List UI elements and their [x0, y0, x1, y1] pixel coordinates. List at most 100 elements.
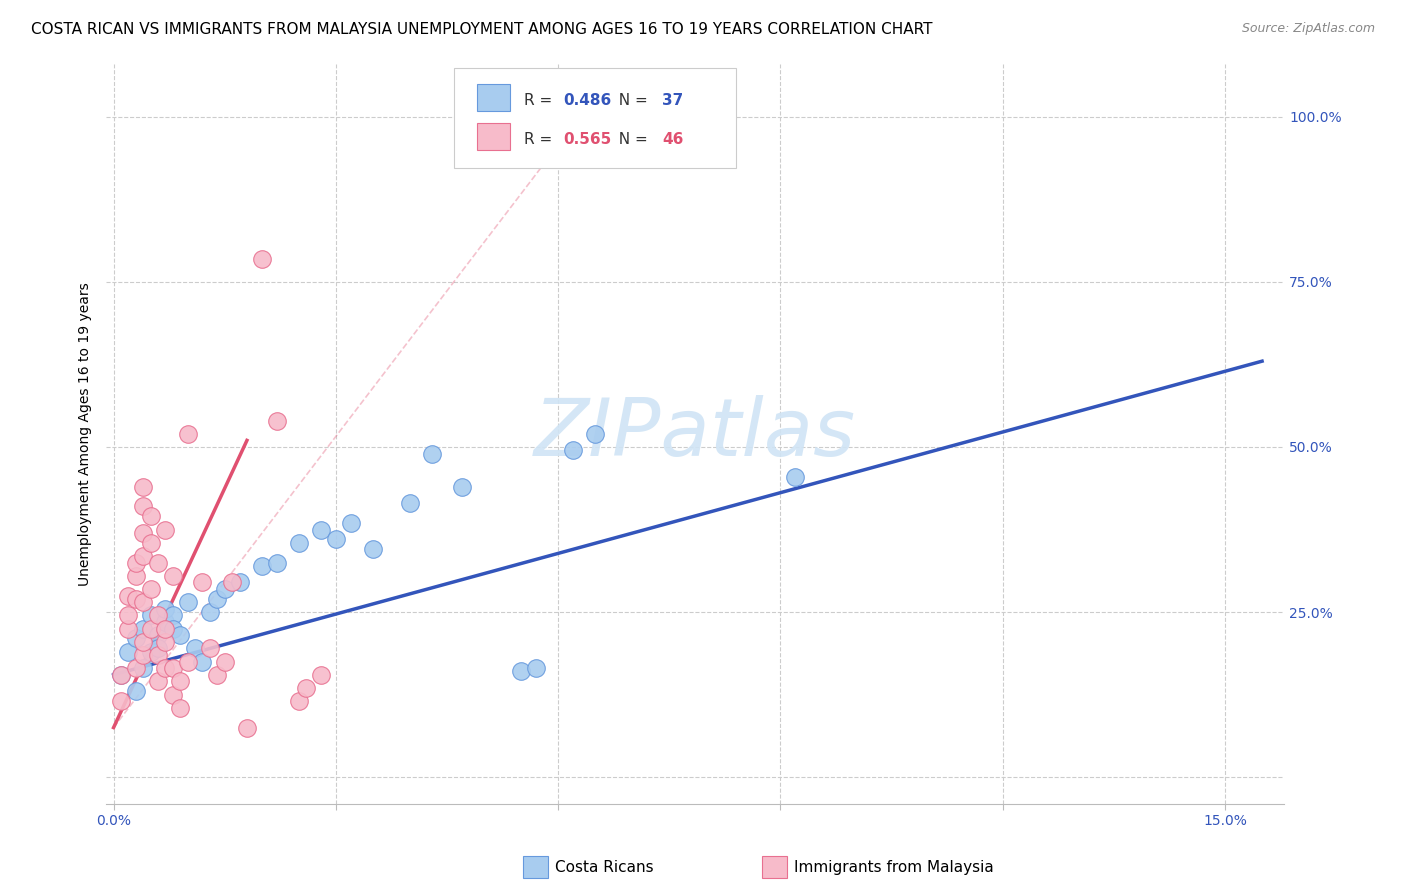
Point [510, 665, 533, 679]
Point [155, 523, 177, 537]
Text: N =: N = [609, 93, 652, 108]
Point [191, 655, 214, 669]
Point [146, 556, 169, 570]
Point [250, 252, 273, 266]
Point [583, 426, 606, 441]
Point [132, 622, 155, 636]
Point [288, 535, 311, 549]
Point [236, 721, 259, 735]
Point [228, 575, 250, 590]
Point [132, 500, 155, 514]
Text: 0.565: 0.565 [564, 132, 612, 147]
Point [184, 641, 207, 656]
Point [125, 684, 148, 698]
Point [176, 426, 198, 441]
Point [309, 523, 332, 537]
Text: R =: R = [524, 132, 558, 147]
Point [785, 469, 807, 483]
FancyBboxPatch shape [477, 84, 510, 111]
Point [207, 591, 229, 606]
Point [309, 667, 332, 681]
Point [132, 549, 155, 563]
Point [207, 667, 229, 681]
Text: 37: 37 [662, 93, 683, 108]
Point [169, 674, 191, 689]
Text: R =: R = [524, 93, 558, 108]
Point [155, 615, 177, 629]
Point [146, 674, 169, 689]
Point [125, 568, 148, 582]
Point [110, 667, 132, 681]
Point [250, 558, 273, 573]
Point [169, 628, 191, 642]
Point [420, 447, 443, 461]
Text: 0.486: 0.486 [564, 93, 612, 108]
Point [361, 542, 384, 557]
Point [139, 608, 162, 623]
Point [117, 608, 139, 623]
Point [132, 661, 155, 675]
Point [117, 622, 139, 636]
Point [191, 575, 214, 590]
Point [146, 648, 169, 662]
Point [132, 634, 155, 648]
Point [399, 496, 422, 510]
Point [146, 641, 169, 656]
Point [110, 667, 132, 681]
Point [176, 595, 198, 609]
Text: ZIPatlas: ZIPatlas [534, 395, 856, 473]
Y-axis label: Unemployment Among Ages 16 to 19 years: Unemployment Among Ages 16 to 19 years [79, 282, 93, 586]
Text: Source: ZipAtlas.com: Source: ZipAtlas.com [1241, 22, 1375, 36]
FancyBboxPatch shape [454, 68, 737, 168]
Point [221, 575, 243, 590]
Point [562, 443, 585, 458]
Point [214, 655, 236, 669]
Point [155, 661, 177, 675]
Point [139, 622, 162, 636]
Point [162, 622, 184, 636]
Point [162, 608, 184, 623]
Point [198, 605, 221, 619]
Point [139, 645, 162, 659]
Text: 46: 46 [662, 132, 683, 147]
Text: Costa Ricans: Costa Ricans [555, 860, 654, 874]
Point [450, 480, 472, 494]
Point [198, 641, 221, 656]
Point [288, 694, 311, 708]
Point [132, 525, 155, 540]
Point [139, 535, 162, 549]
Point [155, 601, 177, 615]
Point [155, 622, 177, 636]
Point [214, 582, 236, 596]
Point [162, 688, 184, 702]
Point [176, 655, 198, 669]
Point [146, 608, 169, 623]
Point [132, 595, 155, 609]
FancyBboxPatch shape [477, 123, 510, 150]
Point [339, 516, 361, 530]
Point [266, 414, 288, 428]
Point [132, 648, 155, 662]
Point [139, 509, 162, 524]
Point [139, 582, 162, 596]
Point [146, 628, 169, 642]
Point [169, 700, 191, 714]
Point [162, 661, 184, 675]
Point [125, 591, 148, 606]
Text: Immigrants from Malaysia: Immigrants from Malaysia [794, 860, 994, 874]
Point [132, 480, 155, 494]
FancyBboxPatch shape [762, 856, 787, 878]
Point [117, 645, 139, 659]
Point [295, 681, 318, 695]
Point [117, 589, 139, 603]
Point [110, 694, 132, 708]
Text: COSTA RICAN VS IMMIGRANTS FROM MALAYSIA UNEMPLOYMENT AMONG AGES 16 TO 19 YEARS C: COSTA RICAN VS IMMIGRANTS FROM MALAYSIA … [31, 22, 932, 37]
Point [125, 556, 148, 570]
Point [125, 661, 148, 675]
Text: N =: N = [609, 132, 652, 147]
Point [266, 556, 288, 570]
Point [155, 634, 177, 648]
Point [325, 533, 347, 547]
Point [162, 568, 184, 582]
FancyBboxPatch shape [523, 856, 548, 878]
